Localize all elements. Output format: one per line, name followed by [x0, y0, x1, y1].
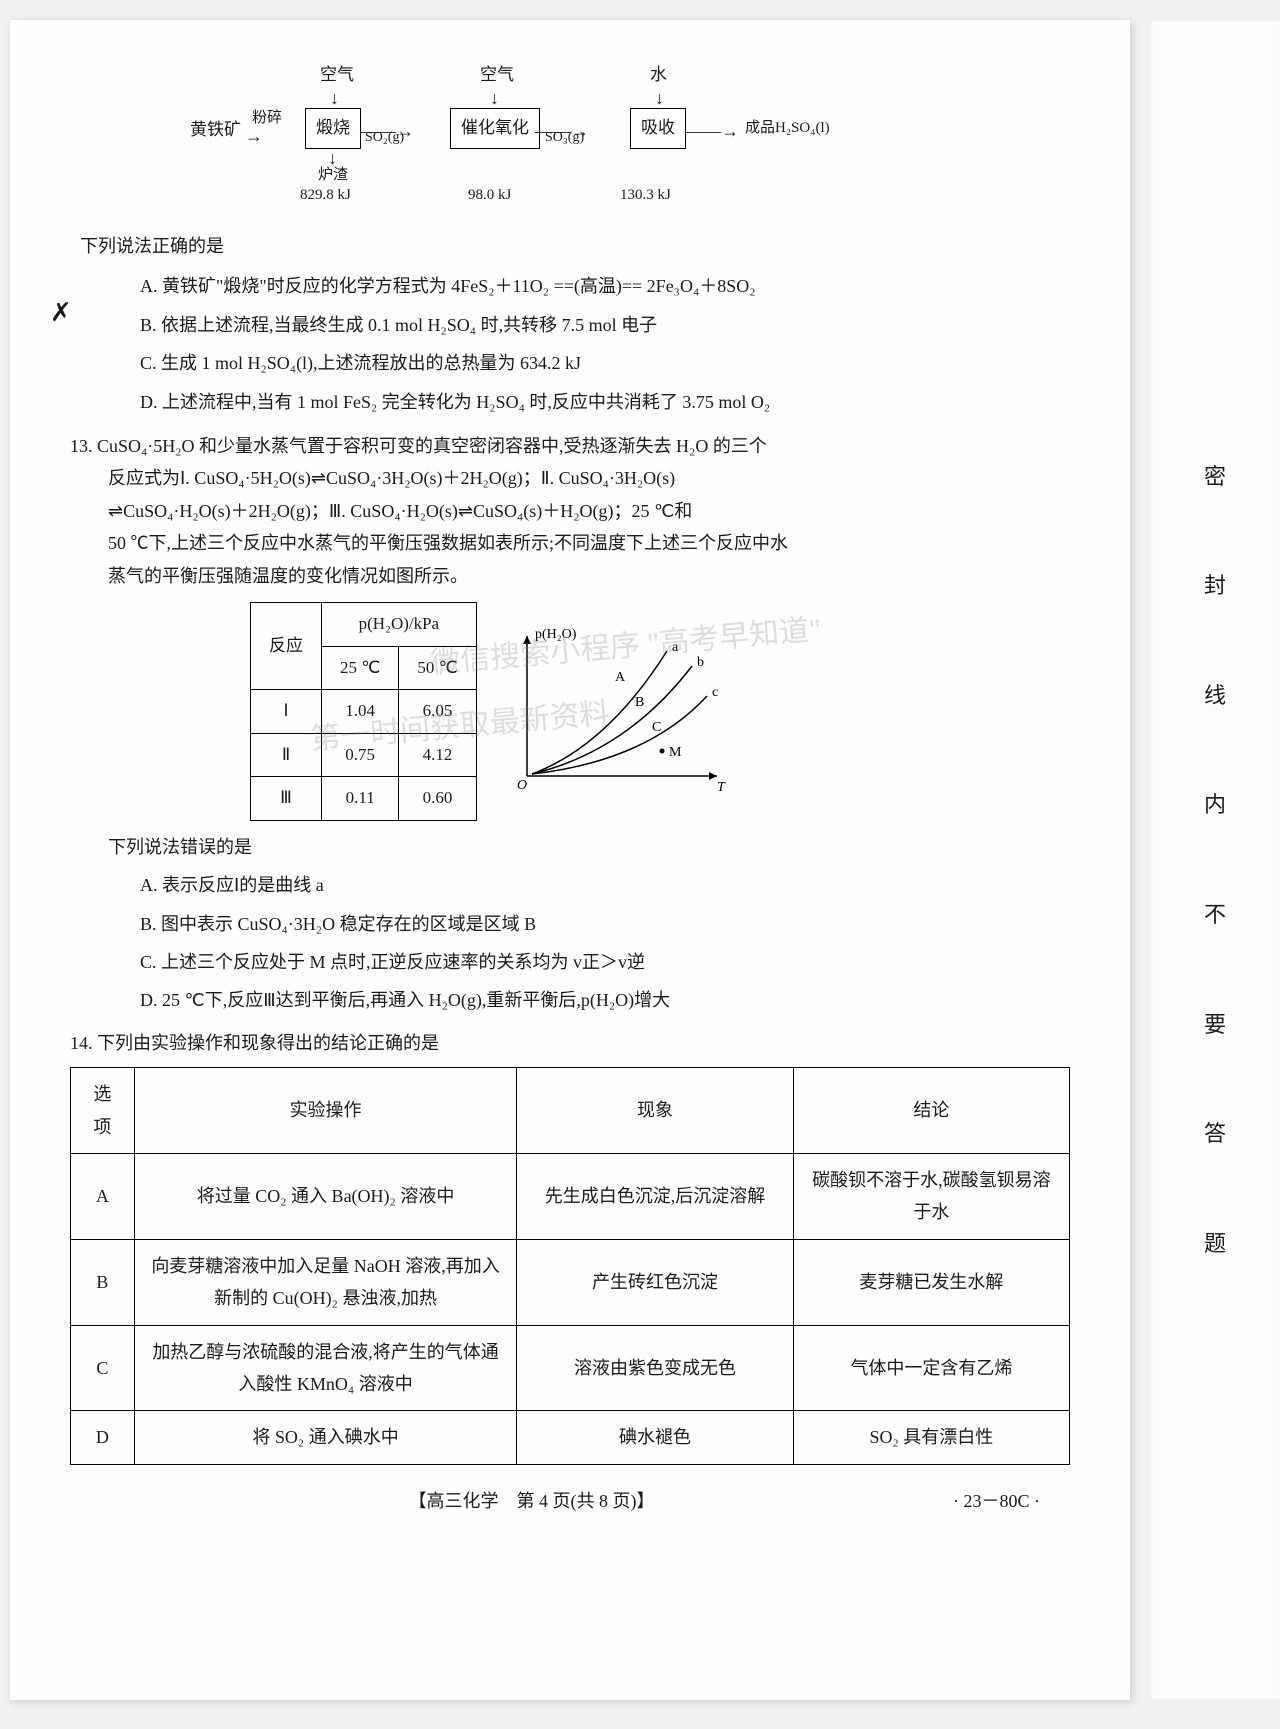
q13-stem-4: 50 ℃下,上述三个反应中水蒸气的平衡压强数据如表所示;不同温度下上述三个反应中… — [108, 527, 1080, 559]
q13-th-50: 50 ℃ — [399, 646, 476, 690]
svg-text:T: T — [717, 780, 726, 795]
q13-stem-1: CuSO₄·5H₂O 和少量水蒸气置于容积可变的真空密闭容器中,受热逐渐失去 H… — [97, 436, 767, 456]
table-row: D 将 SO₂ 通入碘水中 碘水褪色 SO₂ 具有漂白性 — [71, 1411, 1070, 1464]
flow-kj2: 98.0 kJ — [468, 182, 511, 209]
q13-th-p: p(H₂O)/kPa — [322, 602, 477, 646]
q14-num: 14. — [70, 1027, 93, 1059]
q13-option-B: B. 图中表示 CuSO₄·3H₂O 稳定存在的区域是区域 B — [140, 908, 1080, 940]
q14-th-ph: 现象 — [517, 1068, 793, 1154]
hand-mark: ✗ — [50, 290, 72, 337]
footer-right: · 23－80C · — [953, 1485, 1040, 1517]
flow-box-catalyze: 催化氧化 — [450, 108, 540, 149]
q12-option-A: A. 黄铁矿"煅烧"时反应的化学方程式为 4FeS₂＋11O₂ ==(高温)==… — [140, 270, 1080, 302]
q13-th-rx: 反应 — [251, 602, 322, 689]
table-row: B 向麦芽糖溶液中加入足量 NaOH 溶液,再加入新制的 Cu(OH)₂ 悬浊液… — [71, 1239, 1070, 1325]
q13-stem-5: 蒸气的平衡压强随温度的变化情况如图所示。 — [108, 560, 1080, 592]
svg-text:C: C — [652, 720, 661, 735]
flow-kj3: 130.3 kJ — [620, 182, 671, 209]
page-footer: 【高三化学 第 4 页(共 8 页)】 · 23－80C · — [70, 1485, 1080, 1517]
flow-diagram: 黄铁矿 粉碎 → 空气 ↓ 煅烧 SO₂(g) ↓ 炉渣 829.8 kJ ——… — [190, 60, 1080, 210]
q14-th-opt: 选项 — [71, 1068, 135, 1154]
footer-center: 【高三化学 第 4 页(共 8 页)】 — [409, 1485, 655, 1517]
q13-num: 13. — [70, 430, 93, 462]
svg-text:M: M — [669, 745, 682, 760]
table-row: A 将过量 CO₂ 通入 Ba(OH)₂ 溶液中 先生成白色沉淀,后沉淀溶解 碳… — [71, 1154, 1070, 1240]
table-row: Ⅲ 0.11 0.60 — [251, 777, 477, 821]
q12-option-D: D. 上述流程中,当有 1 mol FeS₂ 完全转化为 H₂SO₄ 时,反应中… — [140, 386, 1080, 418]
table-row: Ⅰ 1.04 6.05 — [251, 690, 477, 734]
svg-text:a: a — [672, 640, 679, 655]
table-row: C 加热乙醇与浓硫酸的混合液,将产生的气体通入酸性 KMnO₄ 溶液中 溶液由紫… — [71, 1325, 1070, 1411]
svg-text:A: A — [615, 670, 626, 685]
flow-kj1: 829.8 kJ — [300, 182, 351, 209]
svg-text:c: c — [712, 685, 718, 700]
q12-option-C: C. 生成 1 mol H₂SO₄(l),上述流程放出的总热量为 634.2 k… — [140, 347, 1080, 379]
flow-start: 黄铁矿 — [190, 115, 241, 146]
svg-text:b: b — [697, 655, 704, 670]
q13-option-D: D. 25 ℃下,反应Ⅲ达到平衡后,再通入 H₂O(g),重新平衡后,p(H₂O… — [140, 984, 1080, 1016]
q12-stem: 下列说法正确的是 — [80, 230, 1080, 262]
flow-box-absorb: 吸收 — [630, 108, 686, 149]
q14-th-con: 结论 — [793, 1068, 1069, 1154]
q13-stem-2: 反应式为Ⅰ. CuSO₄·5H₂O(s)⇌CuSO₄·3H₂O(s)＋2H₂O(… — [108, 462, 1080, 494]
q12-option-B: B. 依据上述流程,当最终生成 0.1 mol H₂SO₄ 时,共转移 7.5 … — [140, 309, 1080, 341]
q13-option-A: A. 表示反应Ⅰ的是曲线 a — [140, 869, 1080, 901]
svg-text:p(H₂O): p(H₂O) — [535, 627, 577, 642]
q13-ask: 下列说法错误的是 — [108, 831, 1080, 863]
q13-th-25: 25 ℃ — [322, 646, 399, 690]
q13-stem-3: ⇌CuSO₄·H₂O(s)＋2H₂O(g)；Ⅲ. CuSO₄·H₂O(s)⇌Cu… — [108, 495, 1080, 527]
svg-text:O: O — [517, 778, 527, 793]
q13-option-C: C. 上述三个反应处于 M 点时,正逆反应速率的关系均为 v正＞v逆 — [140, 946, 1080, 978]
exam-page: 黄铁矿 粉碎 → 空气 ↓ 煅烧 SO₂(g) ↓ 炉渣 829.8 kJ ——… — [10, 20, 1130, 1700]
binding-margin: 密 封 线 内 不 要 答 题 — [1150, 20, 1280, 1700]
flow-out3: 成品H₂SO₄(l) — [745, 115, 830, 142]
q14-th-op: 实验操作 — [134, 1068, 517, 1154]
q14-stem: 下列由实验操作和现象得出的结论正确的是 — [97, 1033, 439, 1053]
table-row: Ⅱ 0.75 4.12 — [251, 733, 477, 777]
q14-experiment-table: 选项 实验操作 现象 结论 A 将过量 CO₂ 通入 Ba(OH)₂ 溶液中 先… — [70, 1067, 1070, 1465]
curve-graph: a b c A B C M p(H₂O) T O — [507, 626, 737, 796]
q13-data-table: 反应 p(H₂O)/kPa 25 ℃ 50 ℃ Ⅰ 1.04 6.05 Ⅱ 0.… — [250, 602, 477, 821]
svg-text:B: B — [635, 695, 644, 710]
